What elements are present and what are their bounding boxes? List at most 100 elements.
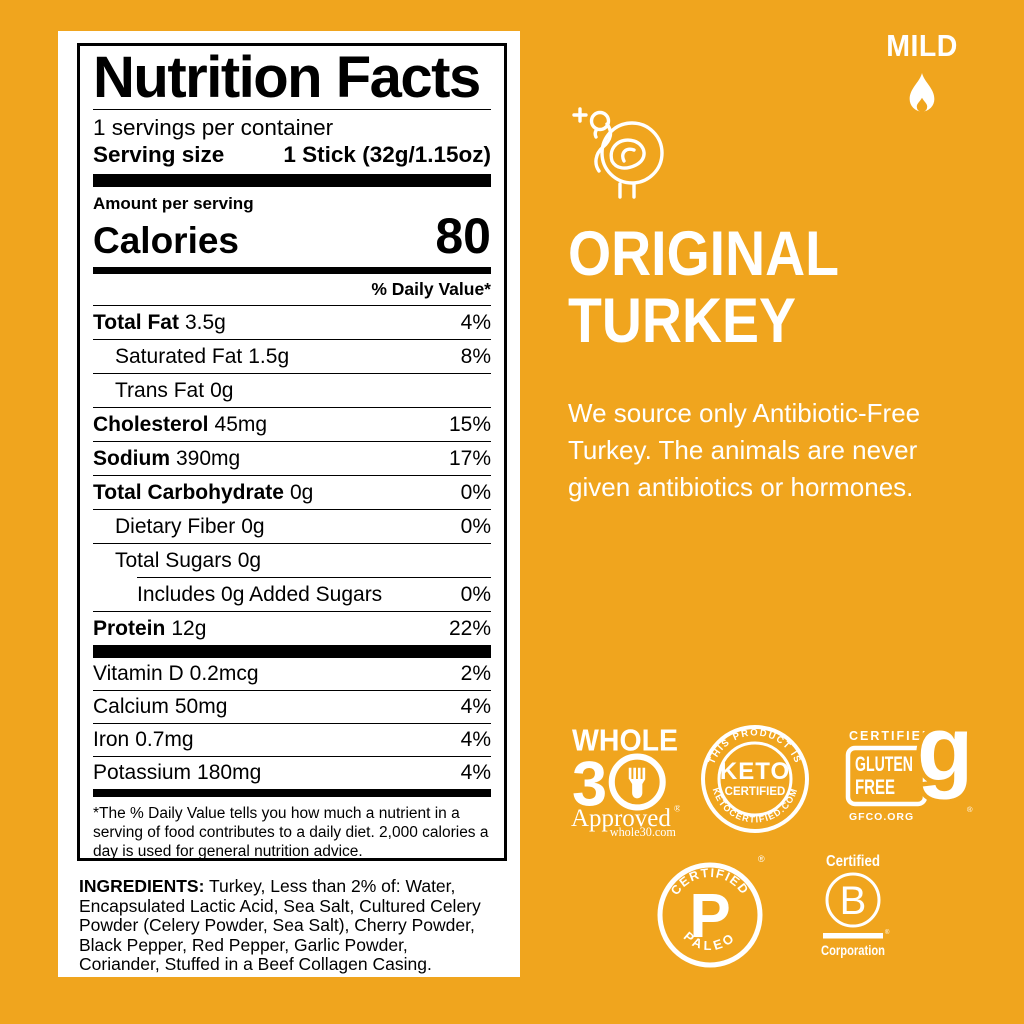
gf-gluten-word: GLUTEN <box>855 753 913 776</box>
turkey-body <box>600 121 664 185</box>
turkey-icon <box>572 107 664 199</box>
nutrient-name: Cholesterol <box>93 412 209 436</box>
calories-label: Calories <box>93 220 240 261</box>
heat-level-label: MILD <box>886 28 958 63</box>
divider-thick <box>93 174 491 187</box>
nutrient-dv: 0% <box>460 480 491 504</box>
gf-g-glyph: g <box>917 726 973 800</box>
vitamin-amount: 180mg <box>197 761 262 784</box>
whole30-approved-badge: WHOLE 3 Approved ® whole30.com <box>571 726 680 836</box>
nutrient-amount: 12g <box>171 616 207 640</box>
vitamin-row-vitamin-d: Vitamin D 0.2mcg 2% <box>93 658 491 690</box>
vitamin-amount: 0.2mcg <box>189 662 259 685</box>
bcorp-bar <box>823 933 883 939</box>
flame-icon <box>909 73 935 112</box>
calories-value: 80 <box>435 208 491 264</box>
gf-site: GFCO.ORG <box>849 811 914 823</box>
nutrient-amount: 45mg <box>214 412 268 436</box>
vitamin-amount: 50mg <box>174 695 228 718</box>
nutrient-name: Total Carbohydrate <box>93 480 284 504</box>
label-panel: Nutrition Facts 1 servings per container… <box>58 31 520 977</box>
ingredients-paragraph: INGREDIENTS: Turkey, Less than 2% of: Wa… <box>79 876 483 975</box>
vitamin-name: Potassium <box>93 761 192 784</box>
nutrient-amount: 390mg <box>176 446 241 470</box>
gf-reg-mark: ® <box>967 805 973 814</box>
keto-inner-circle <box>717 741 793 817</box>
nutrient-row-trans-fat: Trans Fat 0g <box>93 373 491 407</box>
nutrition-facts-title: Nutrition Facts <box>93 45 481 110</box>
vitamin-row-calcium: Calcium 50mg 4% <box>93 690 491 723</box>
turkey-legs <box>618 182 636 199</box>
divider-thin <box>93 109 491 110</box>
vitamin-name: Vitamin D <box>93 662 184 685</box>
nutrient-row-cholesterol: Cholesterol 45mg 15% <box>93 407 491 441</box>
turkey-wing <box>609 138 646 170</box>
vitamin-dv: 2% <box>460 662 491 685</box>
keto-certified-word: CERTIFIED <box>725 786 786 798</box>
vitamin-dv: 4% <box>460 761 491 784</box>
nutrient-dv: 0% <box>460 514 491 538</box>
b-corporation-badge: Certified B ® Corporation <box>821 853 890 958</box>
whole30-reg-mark: ® <box>674 804 680 814</box>
bcorp-certified-text: Certified <box>826 853 880 870</box>
nutrient-name: Total Fat <box>93 310 179 334</box>
nutrient-row-total-sugars: Total Sugars 0g <box>93 543 491 577</box>
vitamin-dv: 4% <box>460 728 491 751</box>
vitamin-dv: 4% <box>460 695 491 718</box>
nutrient-row-saturated-fat: Saturated Fat 1.5g 8% <box>93 339 491 373</box>
serving-size-value: 1 Stick (32g/1.15oz) <box>283 142 491 167</box>
gf-free-word: FREE <box>855 776 895 799</box>
nutrient-name: Trans Fat <box>115 378 205 402</box>
whole30-number: 3 <box>572 749 607 819</box>
whole30-zero-circle <box>608 753 666 811</box>
product-title: ORIGINAL TURKEY <box>568 221 876 355</box>
product-title-line1: ORIGINAL <box>568 219 840 289</box>
bcorp-circle <box>825 872 881 928</box>
divider-thick <box>93 645 491 658</box>
whole30-approved-text: Approved <box>571 803 671 832</box>
nutrient-amount: 0g <box>241 514 265 538</box>
nutrient-row-added-sugars: Includes 0g Added Sugars 0% <box>137 577 491 611</box>
nutrient-dv: 8% <box>460 344 491 368</box>
nutrient-name: Sodium <box>93 446 170 470</box>
nutrient-row-total-carbohydrate: Total Carbohydrate 0g 0% <box>93 475 491 509</box>
nutrition-facts-box: Nutrition Facts 1 servings per container… <box>77 43 507 861</box>
product-description: We source only Antibiotic-Free Turkey. T… <box>568 398 921 502</box>
bcorp-letter: B <box>840 879 867 923</box>
fork-tines <box>628 767 646 779</box>
vitamin-name: Iron <box>93 728 130 751</box>
nutrient-dv: 4% <box>460 310 491 334</box>
nutrient-row-dietary-fiber: Dietary Fiber 0g 0% <box>93 509 491 543</box>
nutrient-row-sodium: Sodium 390mg 17% <box>93 441 491 475</box>
bcorp-reg-mark: ® <box>885 929 890 936</box>
paleo-reg-mark: ® <box>758 854 765 864</box>
divider-thick <box>93 789 491 797</box>
product-title-line2: TURKEY <box>568 286 796 356</box>
divider-medium <box>93 267 491 274</box>
nutrient-amount: 0g <box>237 548 262 572</box>
turkey-head <box>589 110 611 132</box>
bcorp-corporation-text: Corporation <box>821 942 885 958</box>
nutrient-name: Dietary Fiber <box>115 514 236 538</box>
certified-paleo-badge: ® CERTIFIED P PALEO <box>657 854 765 968</box>
gluten-free-badge: CERTIFIED GLUTEN FREE g ® GFCO.ORG <box>845 726 975 823</box>
serving-size-row: Serving size 1 Stick (32g/1.15oz) <box>93 141 491 168</box>
whole30-site: whole30.com <box>610 825 677 836</box>
nutrient-name: Saturated Fat <box>115 344 243 368</box>
keto-certified-badge: THIS PRODUCT IS KETO CERTIFIED KETOCERTI… <box>701 725 809 833</box>
serving-size-label: Serving size <box>93 142 225 167</box>
nutrient-amount: 0g <box>210 378 234 402</box>
vitamin-name: Calcium <box>93 695 169 718</box>
nutrient-name: Protein <box>93 616 166 640</box>
keto-outer-circle <box>701 725 809 833</box>
fork-handle <box>629 778 646 799</box>
whole30-word: WHOLE <box>572 726 678 757</box>
nutrient-amount: 1.5g <box>248 344 290 368</box>
gf-box <box>845 745 928 807</box>
gf-certified-text: CERTIFIED <box>849 729 933 743</box>
nutrient-amount: 3.5g <box>184 310 226 334</box>
servings-per-container: 1 servings per container <box>93 115 334 140</box>
daily-value-header: % Daily Value* <box>371 279 491 299</box>
turkey-snood <box>593 127 599 139</box>
nutrient-dv: 15% <box>448 412 491 436</box>
